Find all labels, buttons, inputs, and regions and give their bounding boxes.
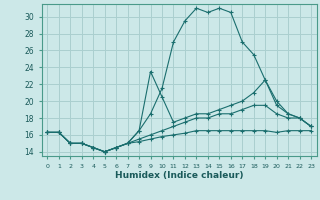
X-axis label: Humidex (Indice chaleur): Humidex (Indice chaleur) bbox=[115, 171, 244, 180]
